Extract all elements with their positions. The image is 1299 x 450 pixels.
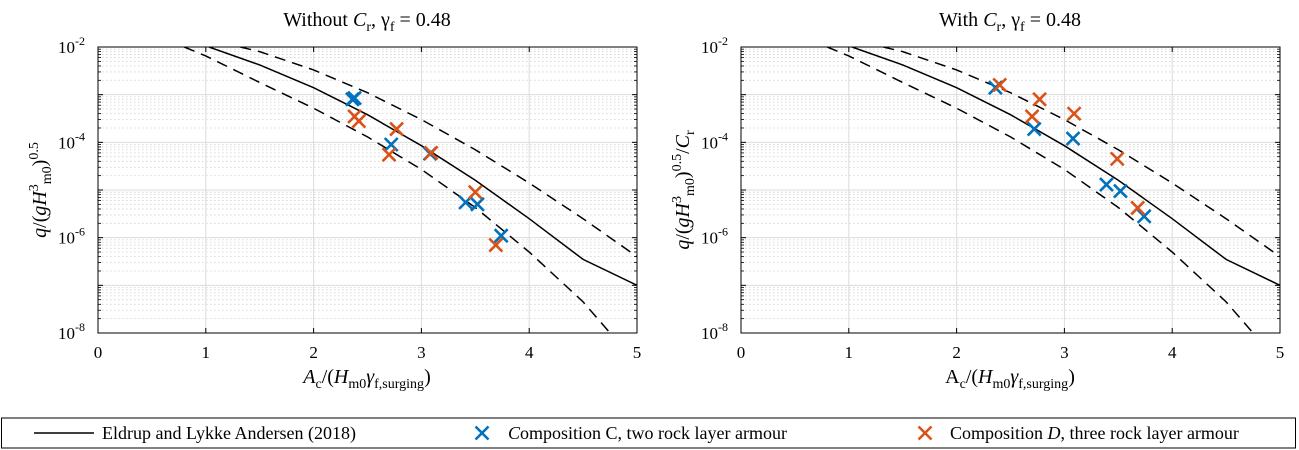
x-tick-label: 3 xyxy=(1060,343,1069,362)
data-point xyxy=(1065,131,1081,146)
chart-title: With Cr, γf = 0.48 xyxy=(939,9,1081,35)
data-point xyxy=(1136,208,1152,224)
series-composition-d xyxy=(992,77,1146,216)
x-tick-label: 0 xyxy=(94,343,103,362)
curves xyxy=(826,47,1280,333)
x-tick-label: 2 xyxy=(309,343,318,362)
x-tick-label: 5 xyxy=(633,343,642,362)
plot-without-cr: 0 1 2 3 4 5 10-8 10-6 10-4 10-2 Without Cr, γf = 0… xyxy=(27,9,641,392)
y-tick-label: 10-2 xyxy=(701,34,728,57)
x-tick-label: 1 xyxy=(202,343,211,362)
data-point xyxy=(1024,108,1040,124)
x-tick-label: 0 xyxy=(737,343,746,362)
data-point xyxy=(1113,183,1128,199)
confidence-bound-curve xyxy=(240,47,637,258)
data-point xyxy=(992,77,1008,93)
confidence-bound-curve xyxy=(183,47,611,333)
legend-label-composition-d: Composition D, three rock layer armour xyxy=(950,423,1239,443)
data-point xyxy=(351,113,367,129)
plot-with-cr: 0 1 2 3 4 5 10-8 10-6 10-4 10-2 With Cr, γf = 0.48… xyxy=(670,9,1284,392)
data-point xyxy=(467,184,483,200)
data-point xyxy=(347,90,362,106)
y-tick-label: 10-8 xyxy=(58,320,85,343)
data-point xyxy=(1026,121,1042,137)
y-tick-label: 10-8 xyxy=(701,320,728,343)
x-tick-label: 4 xyxy=(525,343,534,362)
x-tick-label: 3 xyxy=(417,343,426,362)
data-point xyxy=(423,145,439,161)
data-point xyxy=(493,228,509,244)
y-axis-label: q/(gH3m0)0.5/Cr xyxy=(670,130,698,250)
x-tick-label: 1 xyxy=(845,343,854,362)
data-point xyxy=(488,237,504,253)
data-point xyxy=(1032,91,1048,107)
legend: Eldrup and Lykke Andersen (2018) Composit… xyxy=(1,417,1296,449)
legend-label-composition-c: Composition C, two rock layer armour xyxy=(508,423,787,443)
chart-title: Without Cr, γf = 0.48 xyxy=(283,9,451,35)
ticks: 0 1 2 3 4 5 10-8 10-6 10-4 10-2 xyxy=(701,34,1284,362)
legend-x-marker-c xyxy=(474,425,490,441)
data-point xyxy=(381,147,397,163)
data-point xyxy=(470,196,485,212)
x-tick-label: 4 xyxy=(1168,343,1177,362)
series-composition-d xyxy=(347,108,504,253)
confidence-bound-curve xyxy=(883,47,1280,258)
x-tick-label: 2 xyxy=(952,343,961,362)
x-axis-label: Ac/(Hm0γf,surging) xyxy=(301,366,430,392)
eldrup-curve xyxy=(208,47,637,287)
data-point xyxy=(1066,106,1082,122)
ticks: 0 1 2 3 4 5 10-8 10-6 10-4 10-2 xyxy=(58,34,641,362)
y-tick-label: 10-6 xyxy=(58,225,85,248)
series-composition-c xyxy=(987,80,1152,224)
data-point xyxy=(389,121,405,137)
eldrup-curve xyxy=(851,47,1280,287)
legend-label-eldrup: Eldrup and Lykke Andersen (2018) xyxy=(102,423,356,444)
data-point xyxy=(1130,200,1146,216)
y-tick-label: 10-4 xyxy=(58,129,85,152)
y-axis-label: q/(gH3m0)0.5 xyxy=(27,142,55,238)
legend-box xyxy=(1,417,1296,449)
x-tick-label: 5 xyxy=(1276,343,1285,362)
data-point xyxy=(1099,177,1114,192)
data-point xyxy=(1109,151,1125,167)
y-tick-label: 10-4 xyxy=(701,129,728,152)
grid xyxy=(98,47,637,333)
y-tick-label: 10-2 xyxy=(58,34,85,57)
y-tick-label: 10-6 xyxy=(701,225,728,248)
confidence-bound-curve xyxy=(826,47,1254,333)
legend-x-marker-d xyxy=(917,425,933,441)
curves xyxy=(183,47,637,333)
x-axis-label: Ac/(Hm0γf,surging) xyxy=(945,366,1075,392)
grid xyxy=(741,47,1280,333)
